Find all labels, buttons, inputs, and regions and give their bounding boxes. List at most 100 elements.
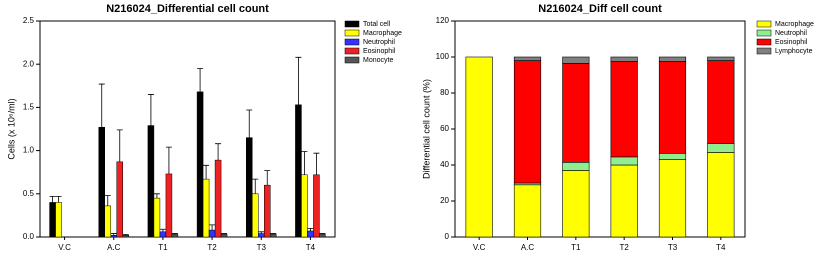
error-bar [215,143,222,161]
error-bar [197,68,204,92]
bar-segment [513,184,542,238]
x-tick-label: A.C [521,243,535,252]
x-tick-label: T1 [571,243,581,252]
error-bar [122,234,129,236]
y-tick-label: 120 [436,16,450,25]
legend-label: Lymphocyte [775,48,813,55]
bar [301,174,308,238]
y-tick-label: 1.5 [23,103,35,112]
x-tick-label: A.C [107,243,121,252]
bar [252,193,259,238]
error-bar [264,170,271,186]
bar-segment [658,153,687,160]
bar-segment [707,60,735,144]
legend-label: Eosinophil [775,39,808,46]
bar-segment [610,156,638,166]
bar [153,197,161,238]
bar [270,234,277,238]
error-bar [209,224,216,231]
y-axis-label: Differential cell count (%) [421,79,431,179]
error-bar [252,178,259,194]
bar-segment [707,152,735,238]
legend-swatch [344,20,360,28]
legend-swatch [344,47,360,55]
bar [147,125,155,238]
legend-label: Neutrophil [775,30,807,37]
error-bar [313,152,320,175]
error-bar [203,164,210,180]
error-bar [49,195,56,203]
bar [49,202,56,238]
y-tick-label: 80 [440,88,449,97]
bar-segment [513,56,542,61]
chart-title: N216024_Differential cell count [106,3,269,15]
bar [165,173,173,238]
error-bar [246,109,253,138]
bar [196,91,204,238]
legend-swatch [756,38,772,46]
bar [202,178,210,238]
bar-segment [513,60,542,184]
error-bar [307,227,314,231]
legend-label: Eosinophil [363,48,396,55]
legend-swatch [344,38,360,46]
bar-segment [610,56,638,62]
x-tick-label: V.C [58,243,71,252]
legend-swatch [344,56,360,64]
error-bar [110,233,117,236]
bar [214,159,222,238]
bar [116,161,123,238]
error-bar [153,193,160,199]
bar [110,235,117,238]
error-bar [171,233,178,235]
y-axis-label: Cells (x 10⁶/ml) [6,98,16,159]
y-tick-label: 2.0 [23,59,35,68]
error-bar [147,94,154,126]
bar [98,127,105,238]
y-tick-label: 0.0 [23,232,35,241]
bar [122,235,129,238]
legend-swatch [756,47,772,55]
bar [220,234,228,238]
bar [246,137,253,238]
bar [258,233,265,238]
plot-frame [39,20,336,238]
bar [313,174,320,238]
y-tick-label: 0.5 [23,189,35,198]
bar-segment [465,56,493,238]
bar [319,234,326,238]
chart-title: N216024_Diff cell count [538,3,662,15]
bar-segment [610,164,638,238]
bar [55,202,62,238]
bar-segment [562,62,590,163]
legend-swatch [756,29,772,37]
error-bar [319,233,326,235]
x-tick-label: V.C [473,243,486,252]
x-tick-label: T2 [619,243,629,252]
legend-swatch [756,20,772,28]
y-tick-label: 20 [440,196,449,205]
error-bar [258,231,265,234]
bar-segment [707,56,735,61]
legend-label: Monocyte [363,57,393,64]
bar [171,234,179,238]
bar-segment [707,143,735,153]
bar-segment [610,61,638,158]
error-bar [55,195,62,203]
error-bar [104,195,111,206]
error-bar [295,56,302,105]
bar-segment [562,170,590,238]
error-bar [98,83,105,128]
bar-segment [658,61,687,154]
x-tick-label: T3 [257,243,267,252]
x-tick-label: T2 [207,243,217,252]
y-tick-label: 2.5 [23,16,35,25]
x-tick-label: T4 [306,243,316,252]
bar-segment [562,162,590,171]
error-bar [221,233,228,235]
error-bar [301,151,308,175]
legend-label: Macrophage [775,21,814,28]
bar [159,231,167,238]
x-tick-label: T1 [158,243,168,252]
